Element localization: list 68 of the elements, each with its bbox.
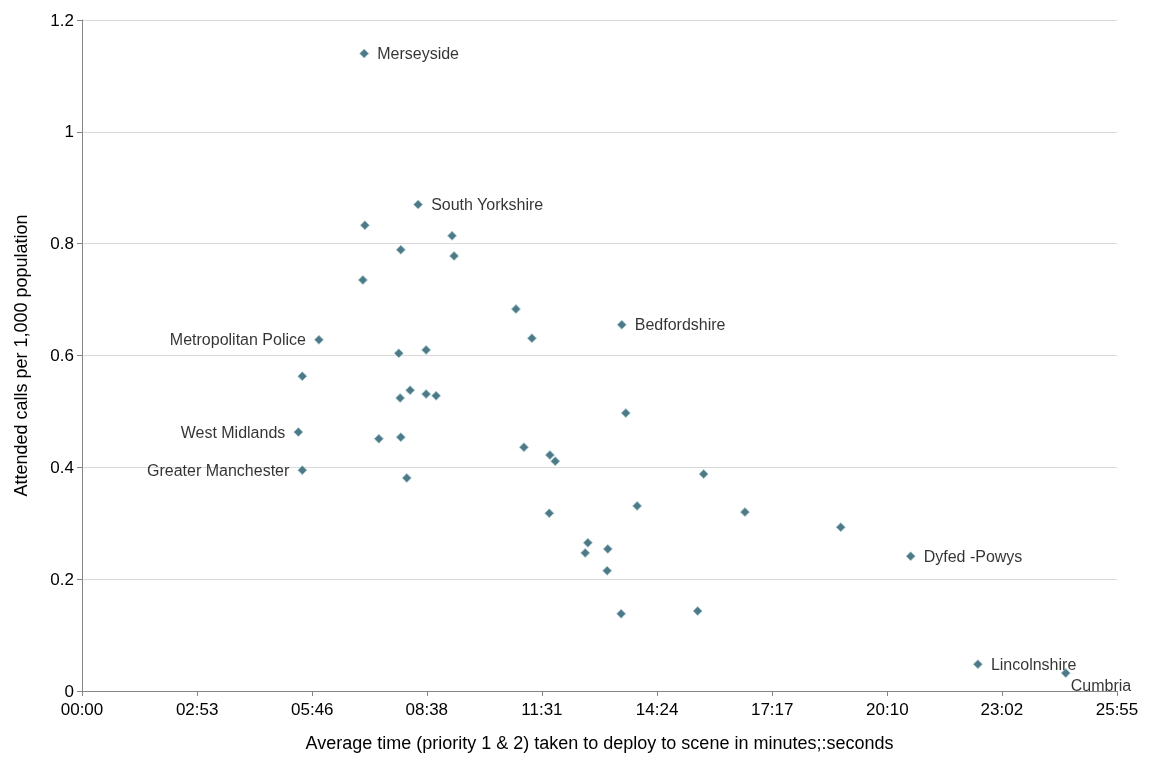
y-tick-label: 1.2 [50, 10, 74, 30]
point [413, 199, 424, 210]
point [447, 230, 458, 241]
point [449, 250, 460, 261]
annotation: Merseyside [377, 45, 460, 63]
annotation: Dyfed -Powys [923, 547, 1023, 565]
x-tick-label: 00:00 [60, 700, 104, 719]
point [544, 450, 555, 461]
x-tick-label: 02:53 [175, 700, 219, 719]
point [692, 606, 703, 617]
y-tick-label: 1 [64, 122, 74, 142]
point [431, 390, 442, 401]
point [297, 371, 308, 382]
x-tick-label: 14:24 [635, 700, 679, 719]
point [357, 275, 368, 286]
point [518, 442, 529, 453]
point [526, 333, 537, 344]
y-tick-label: 0 [64, 681, 74, 701]
annotation: West Midlands [180, 423, 286, 441]
point [616, 319, 627, 330]
point [405, 385, 416, 396]
x-tick-label: 08:38 [405, 700, 449, 719]
point [620, 408, 631, 419]
point [632, 500, 643, 511]
point [510, 304, 521, 315]
x-tick-label: 25:55 [1095, 700, 1139, 719]
annotation: Greater Manchester [147, 461, 290, 479]
y-tick-label: 0.6 [50, 346, 74, 365]
point [544, 508, 555, 519]
y-axis-title: Attended calls per 1,000 population [11, 214, 31, 497]
point [395, 393, 406, 403]
point [905, 551, 916, 562]
point [421, 344, 432, 355]
point [395, 432, 406, 443]
x-tick-label: 11:31 [521, 700, 563, 719]
y-tick-label: 0.2 [50, 569, 74, 589]
point [582, 537, 593, 548]
point [616, 608, 627, 619]
point [373, 433, 384, 444]
point [359, 220, 370, 231]
point [972, 659, 983, 670]
point [401, 472, 412, 483]
x-tick-label: 20:10 [866, 700, 909, 719]
x-tick-label: 05:46 [291, 700, 334, 719]
point [739, 507, 750, 518]
annotation: Lincolnshire [990, 655, 1077, 673]
point [602, 543, 613, 554]
point [293, 427, 304, 438]
annotation: South Yorkshire [431, 196, 544, 214]
annotation: Metropolitan Police [169, 331, 307, 349]
point [835, 522, 846, 533]
point [395, 244, 406, 255]
point [297, 465, 308, 476]
point [602, 565, 613, 576]
annotation: Bedfordshire [634, 316, 726, 334]
x-axis-title: Average time (priority 1 & 2) taken to deploy to scene in minutes;:seconds [305, 733, 894, 753]
point [698, 469, 709, 480]
x-tick-label: 17:17 [750, 700, 794, 719]
y-tick-label: 0.4 [50, 457, 74, 477]
point [313, 334, 324, 345]
point [393, 348, 404, 359]
point [550, 456, 561, 467]
x-tick-label: 23:02 [980, 700, 1024, 719]
annotation: Cumbria [1070, 676, 1132, 694]
y-tick-label: 0.8 [50, 234, 74, 254]
point [421, 389, 432, 400]
point [359, 48, 370, 59]
point [580, 547, 591, 558]
